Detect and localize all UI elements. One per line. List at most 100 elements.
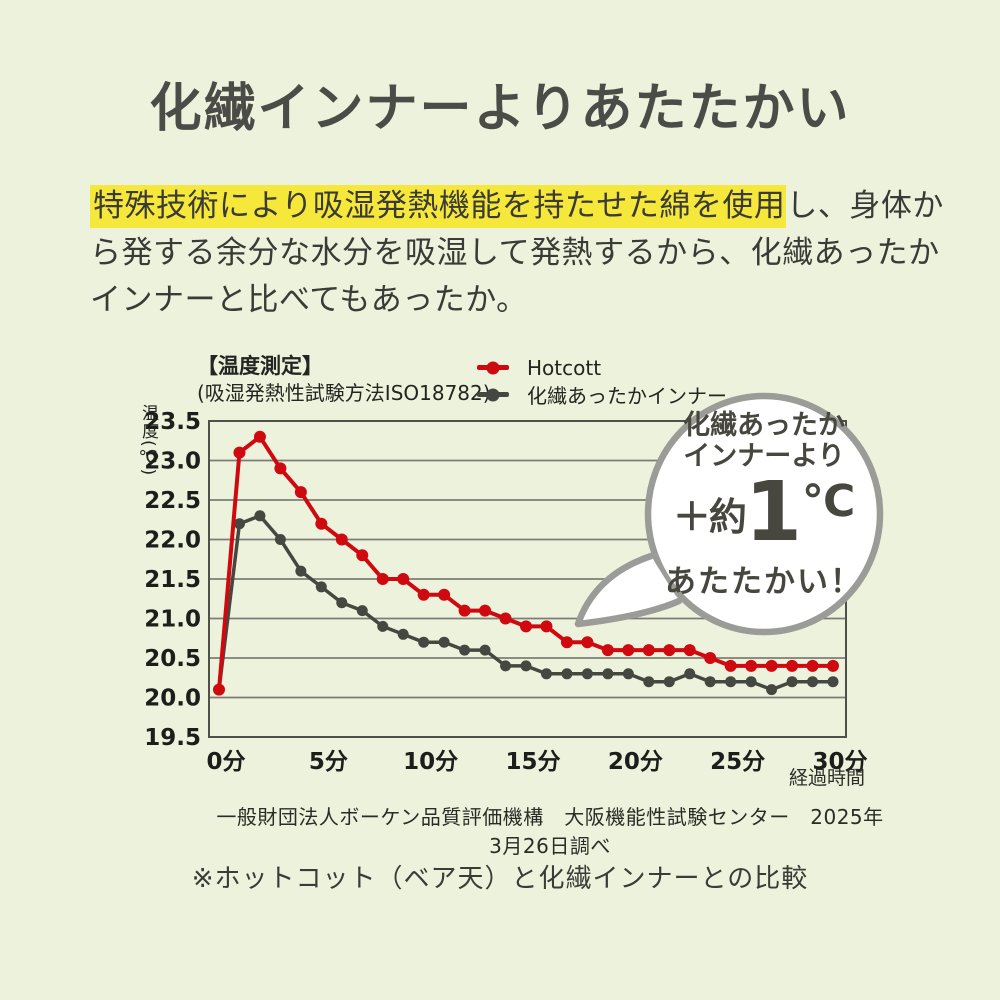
synthetic-inner-point [356, 605, 368, 617]
synthetic-inner-point [766, 684, 778, 696]
x-tick-label: 0分 [206, 749, 245, 775]
synthetic-inner-point [315, 581, 327, 593]
x-tick-label: 30分 [812, 749, 867, 775]
x-axis-label: 経過時間 [788, 767, 865, 789]
y-tick-label: 19.5 [144, 725, 201, 751]
hotcott-point [356, 549, 369, 562]
synthetic-inner-point [725, 676, 737, 688]
hotcott-point [622, 644, 635, 657]
x-tick-label: 15分 [505, 749, 560, 775]
bubble-line3: あたたかい！ [665, 564, 863, 600]
hotcott-point [786, 659, 799, 672]
hotcott-point [520, 620, 532, 633]
legend-item-synthetic: 化繊あったかインナー [477, 381, 727, 408]
synthetic-inner-point [520, 660, 532, 672]
synthetic-inner-point [684, 668, 696, 680]
synthetic-inner-point [459, 644, 471, 656]
hotcott-point [479, 604, 492, 617]
synthetic-inner-point [377, 620, 389, 632]
speech-bubble [644, 392, 884, 636]
y-tick-label: 20.0 [144, 686, 201, 712]
hotcott-point [581, 636, 594, 649]
bubble-line1: 化繊あったか [683, 410, 845, 441]
synthetic-inner-point [274, 534, 286, 545]
chart-legend: Hotcott 化繊あったかインナー [477, 354, 727, 408]
bubble-value-row: ＋約 1 ℃ [624, 465, 904, 560]
y-tick-label: 22.5 [144, 488, 201, 514]
x-tick-label: 10分 [403, 749, 458, 775]
synthetic-inner-point [418, 636, 430, 648]
hotcott-point [417, 588, 430, 601]
hotcott-point [438, 588, 451, 601]
speech-bubble-text: 化繊あったか インナーより ＋約 1 ℃ あたたかい！ [624, 410, 904, 601]
x-tick-label: 20分 [608, 749, 663, 775]
hotcott-point [253, 430, 266, 443]
hotcott-point [704, 652, 717, 664]
synthetic-line-marker-icon [477, 392, 509, 397]
page-title: 化繊インナーよりあたたかい [149, 79, 851, 139]
hotcott-point [560, 636, 573, 649]
legend-label-synthetic: 化繊あったかインナー [527, 384, 727, 408]
hotcott-point [458, 604, 471, 617]
legend-label-hotcott: Hotcott [527, 355, 602, 380]
description-line3: インナーと比べてもあったか。 [90, 282, 528, 318]
comparison-note: ※ホットコット（ベア天）と化繊インナーとの比較 [191, 864, 809, 894]
hotcott-point [233, 446, 246, 459]
synthetic-inner-point [807, 676, 819, 688]
description-text: 特殊技術により吸湿発熱機能を持たせた綿を使用し、身体か ら発する余分な水分を吸湿… [90, 183, 950, 324]
synthetic-inner-point [254, 510, 266, 522]
y-tick-label: 21.0 [144, 607, 201, 633]
y-tick-label: 23.0 [144, 449, 201, 475]
legend-item-hotcott: Hotcott [477, 354, 727, 381]
synthetic-inner-point [500, 660, 512, 672]
y-axis-label: 温度(℃) [138, 404, 158, 477]
hotcott-point [765, 659, 778, 672]
highlighted-text: 特殊技術により吸湿発熱機能を持たせた綿を使用 [90, 185, 787, 228]
hotcott-point [745, 659, 758, 672]
bubble-unit: ℃ [801, 476, 856, 527]
synthetic-inner-point [561, 668, 573, 680]
synthetic-inner-point [786, 676, 798, 688]
hotcott-line-marker-icon [477, 365, 509, 370]
test-source-text: 一般財団法人ボーケン品質評価機構 大阪機能性試験センター 2025年3月26日調… [216, 805, 884, 858]
synthetic-inner-point [438, 636, 450, 648]
description-line2: ら発する余分な水分を吸湿して発熱するから、化繊あったか [90, 235, 940, 271]
hotcott-point [397, 573, 410, 585]
y-tick-label: 22.0 [144, 528, 201, 554]
hotcott-point [540, 620, 553, 633]
y-tick-label: 23.5 [144, 409, 201, 435]
chart-subtitle: (吸湿発熱性試験方法ISO18782) [197, 381, 491, 405]
synthetic-inner-point [745, 676, 757, 688]
synthetic-inner-point [704, 676, 716, 688]
bubble-plus-approx: ＋約 [672, 494, 747, 539]
hotcott-point [642, 644, 655, 657]
synthetic-inner-point [295, 565, 307, 577]
hotcott-point [376, 573, 389, 585]
synthetic-inner-point [663, 676, 675, 688]
hotcott-point [683, 644, 696, 657]
synthetic-inner-point [827, 676, 839, 688]
bubble-line2: インナーより [683, 441, 845, 472]
speech-bubble-tail [574, 552, 683, 628]
hotcott-point [499, 612, 512, 625]
y-tick-label: 20.5 [144, 646, 201, 672]
synthetic-inner-point [622, 668, 634, 680]
bubble-value: 1 [744, 465, 802, 560]
hotcott-point [335, 533, 348, 546]
synthetic-inner-point [581, 668, 593, 680]
synthetic-inner-point [336, 597, 348, 609]
x-tick-label: 5分 [309, 749, 348, 775]
hotcott-point [663, 644, 676, 657]
synthetic-inner-point [397, 628, 409, 640]
hotcott-point [827, 659, 839, 672]
temperature-line-chart: 23.5 23.0 22.5 22.0 21.5 21.0 20.5 20.0 19.50分 5分… [144, 392, 884, 775]
x-tick-label: 25分 [710, 749, 765, 775]
synthetic-inner-point [540, 668, 552, 680]
hotcott-point [213, 683, 225, 696]
hotcott-point [274, 462, 287, 475]
synthetic-inner-point [602, 668, 614, 680]
chart-title: 【温度測定】 [197, 354, 323, 378]
synthetic-inner-point [479, 644, 491, 656]
synthetic-inner-point [643, 676, 655, 688]
